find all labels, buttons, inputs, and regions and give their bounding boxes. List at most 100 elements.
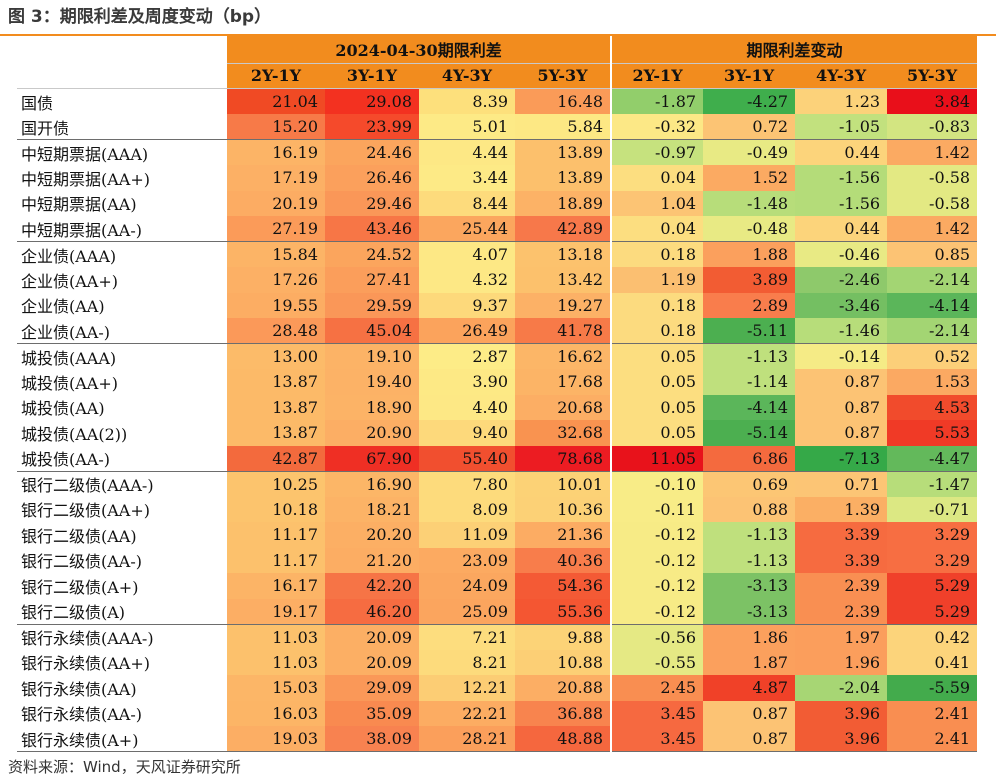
change-cell: -0.12 — [610, 522, 704, 548]
header-change-group: 期限利差变动 — [610, 36, 978, 64]
spread-cell: 11.09 — [419, 522, 515, 548]
change-cell: -4.47 — [887, 445, 978, 471]
row-label: 城投债(AA(2)) — [17, 420, 227, 446]
change-cell: 3.96 — [795, 726, 888, 752]
change-cell: -4.27 — [703, 88, 796, 114]
table-row: 银行二级债(AA) 11.17 20.20 11.09 21.36 -0.12 -1.13 3… — [17, 522, 978, 548]
change-cell: 3.45 — [610, 700, 704, 726]
table-row: 中短期票据(AA) 20.19 29.46 8.44 18.89 1.04 -1.48 -1.… — [17, 190, 978, 216]
spread-cell: 32.68 — [515, 420, 612, 446]
change-cell: 6.86 — [703, 445, 796, 471]
spread-cell: 28.48 — [227, 318, 325, 344]
change-cell: 0.04 — [610, 216, 704, 242]
spread-cell: 28.21 — [419, 726, 515, 752]
spread-cell: 29.59 — [325, 292, 419, 318]
spread-cell: 16.19 — [227, 139, 325, 165]
change-cell: 3.96 — [795, 700, 888, 726]
spread-cell: 55.40 — [419, 445, 515, 471]
spread-cell: 15.20 — [227, 114, 325, 140]
row-label: 银行永续债(A+) — [17, 726, 227, 752]
change-cell: 2.89 — [703, 292, 796, 318]
spread-cell: 10.01 — [515, 470, 612, 497]
spread-cell: 8.39 — [419, 88, 515, 114]
spread-cell: 26.46 — [325, 165, 419, 191]
change-cell: -0.48 — [703, 216, 796, 242]
spread-cell: 7.21 — [419, 623, 515, 650]
table-body: 国债 21.04 29.08 8.39 16.48 -1.87 -4.27 1.23 3.84 国… — [17, 88, 978, 752]
change-cell: -0.83 — [887, 114, 978, 140]
spread-cell: 19.27 — [515, 292, 612, 318]
change-cell: 2.41 — [887, 726, 978, 752]
header-change-4y3y: 4Y-3Y — [795, 63, 888, 89]
spread-cell: 13.87 — [227, 369, 325, 395]
table-row: 银行永续债(AA+) 11.03 20.09 8.21 10.88 -0.55 1.87 1.… — [17, 649, 978, 675]
change-cell: -1.13 — [703, 522, 796, 548]
change-cell: -1.48 — [703, 190, 796, 216]
change-cell: 11.05 — [610, 445, 704, 471]
change-cell: -0.97 — [610, 139, 704, 165]
spread-cell: 8.21 — [419, 649, 515, 675]
spread-cell: 11.03 — [227, 623, 325, 650]
spread-cell: 16.17 — [227, 573, 325, 599]
header-change-3y1y: 3Y-1Y — [703, 63, 796, 89]
change-cell: 0.52 — [887, 343, 978, 369]
spread-cell: 3.90 — [419, 369, 515, 395]
spread-cell: 20.88 — [515, 675, 612, 701]
spread-cell: 20.09 — [325, 649, 419, 675]
spread-cell: 40.36 — [515, 547, 612, 573]
change-cell: 0.87 — [795, 420, 888, 446]
spread-cell: 42.20 — [325, 573, 419, 599]
change-cell: -0.32 — [610, 114, 704, 140]
spread-cell: 29.08 — [325, 88, 419, 114]
table-row: 国债 21.04 29.08 8.39 16.48 -1.87 -4.27 1.23 3.84 — [17, 88, 978, 114]
spread-cell: 11.17 — [227, 547, 325, 573]
change-cell: -3.13 — [703, 573, 796, 599]
table-row: 城投债(AA) 13.87 18.90 4.40 20.68 0.05 -4.14 0.87 4… — [17, 394, 978, 420]
change-cell: 0.05 — [610, 369, 704, 395]
spread-cell: 45.04 — [325, 318, 419, 344]
spread-cell: 7.80 — [419, 470, 515, 497]
spread-cell: 19.10 — [325, 343, 419, 369]
spread-cell: 13.42 — [515, 267, 612, 293]
spread-cell: 2.87 — [419, 343, 515, 369]
change-cell: -5.11 — [703, 318, 796, 344]
change-cell: 5.53 — [887, 420, 978, 446]
spread-cell: 11.03 — [227, 649, 325, 675]
spread-cell: 25.09 — [419, 598, 515, 624]
spread-cell: 22.21 — [419, 700, 515, 726]
figure-title: 图 3：期限利差及周度变动（bp） — [8, 7, 272, 27]
row-label: 银行永续债(AA-) — [17, 700, 227, 726]
change-cell: 0.85 — [887, 241, 978, 267]
row-label: 中短期票据(AAA) — [17, 139, 227, 165]
change-cell: 1.87 — [703, 649, 796, 675]
change-cell: 3.39 — [795, 522, 888, 548]
change-cell: -0.55 — [610, 649, 704, 675]
change-cell: 1.42 — [887, 216, 978, 242]
change-cell: 0.04 — [610, 165, 704, 191]
row-label: 国债 — [17, 88, 227, 114]
spread-cell: 42.87 — [227, 445, 325, 471]
table-row: 银行永续债(AA-) 16.03 35.09 22.21 36.88 3.45 0.87 3.… — [17, 700, 978, 726]
table-row: 城投债(AA+) 13.87 19.40 3.90 17.68 0.05 -1.14 0.87… — [17, 369, 978, 395]
spread-cell: 23.09 — [419, 547, 515, 573]
change-cell: 0.18 — [610, 292, 704, 318]
spread-cell: 4.32 — [419, 267, 515, 293]
row-label: 银行永续债(AA+) — [17, 649, 227, 675]
change-cell: -0.11 — [610, 496, 704, 522]
term-spread-table: 2024-04-30期限利差 期限利差变动 2Y-1Y 3Y-1Y 4Y-3Y … — [17, 36, 978, 752]
row-label: 银行二级债(AA-) — [17, 547, 227, 573]
row-label: 银行永续债(AAA-) — [17, 623, 227, 650]
spread-cell: 16.90 — [325, 470, 419, 497]
change-cell: -0.56 — [610, 623, 704, 650]
row-label: 城投债(AA) — [17, 394, 227, 420]
change-cell: 3.39 — [795, 547, 888, 573]
spread-cell: 4.40 — [419, 394, 515, 420]
change-cell: 1.04 — [610, 190, 704, 216]
spread-cell: 11.17 — [227, 522, 325, 548]
change-cell: 2.45 — [610, 675, 704, 701]
header-change-5y3y: 5Y-3Y — [887, 63, 978, 89]
spread-cell: 20.68 — [515, 394, 612, 420]
spread-cell: 10.25 — [227, 470, 325, 497]
change-cell: 1.86 — [703, 623, 796, 650]
header-corner — [17, 36, 227, 63]
